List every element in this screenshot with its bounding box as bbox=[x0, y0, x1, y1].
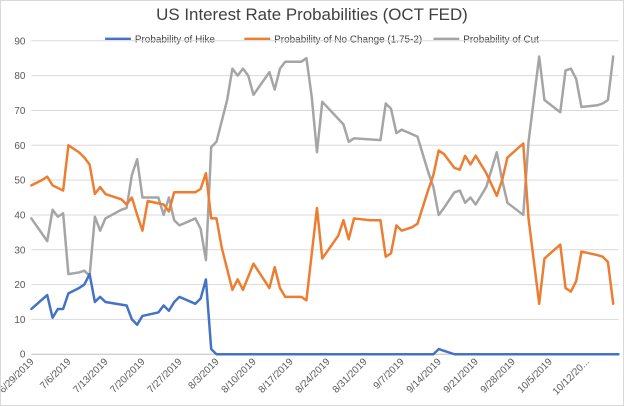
series-line bbox=[30, 272, 620, 356]
x-tick-label: 8/3/2019 bbox=[186, 356, 221, 391]
x-tick-label: 6/29/2019 bbox=[0, 356, 37, 395]
x-tick-label: 10/12/20... bbox=[551, 357, 592, 398]
x-axis-ticks: 6/29/2019 7/6/20197/13/20197/20/20197/27/… bbox=[0, 356, 592, 398]
y-tick-label: 0 bbox=[20, 350, 26, 361]
y-tick-label: 40 bbox=[14, 210, 26, 221]
legend-label: Probability of Hike bbox=[135, 34, 216, 45]
x-tick-label: 9/14/2019 bbox=[405, 356, 444, 395]
x-tick-label: 9/21/2019 bbox=[442, 356, 481, 395]
x-tick-label: 8/24/2019 bbox=[294, 356, 333, 395]
legend-label: Probability of Cut bbox=[463, 34, 539, 45]
x-tick-label: 10/5/2019 bbox=[516, 356, 555, 395]
y-tick-label: 20 bbox=[14, 280, 26, 291]
y-tick-label: 60 bbox=[14, 141, 26, 152]
y-tick-label: 80 bbox=[14, 71, 26, 82]
y-tick-label: 30 bbox=[14, 245, 26, 256]
data-series bbox=[30, 55, 620, 356]
y-tick-label: 90 bbox=[14, 36, 26, 47]
x-tick-label: 9/7/2019 bbox=[372, 356, 407, 391]
y-tick-label: 10 bbox=[14, 315, 26, 326]
x-tick-label: 8/31/2019 bbox=[331, 356, 370, 395]
gridlines bbox=[31, 40, 619, 320]
x-tick-label: 8/17/2019 bbox=[257, 356, 296, 395]
x-tick-label: 7/20/2019 bbox=[109, 356, 148, 395]
x-tick-label: 7/6/2019 bbox=[38, 356, 73, 391]
x-tick-label: 8/10/2019 bbox=[220, 356, 259, 395]
series-line bbox=[30, 55, 615, 278]
legend: Probability of Hike Probability of No Cha… bbox=[105, 34, 539, 45]
x-tick-label: 7/13/2019 bbox=[71, 356, 110, 395]
y-tick-label: 70 bbox=[14, 106, 26, 117]
y-axis-ticks: 0 10 20 30 40 50 60 70 80 90 bbox=[14, 36, 26, 360]
legend-label: Probability of No Change (1.75-2) bbox=[274, 34, 422, 45]
series-line bbox=[30, 142, 615, 306]
chart-title: US Interest Rate Probabilities (OCT FED) bbox=[156, 5, 468, 24]
x-tick-label: 9/28/2019 bbox=[479, 356, 518, 395]
y-tick-label: 50 bbox=[14, 176, 26, 187]
x-tick-label: 7/27/2019 bbox=[146, 356, 185, 395]
